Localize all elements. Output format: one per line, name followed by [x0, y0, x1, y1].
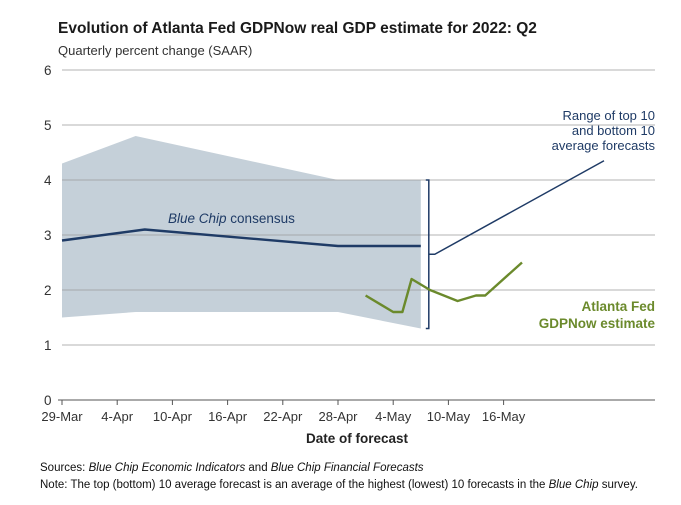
gdpnow-annotation-line-2: GDPNow estimate	[539, 316, 656, 331]
blue-chip-consensus-line	[61, 228, 421, 248]
x-tick-label: 10-May	[427, 409, 471, 424]
gdpnow-annotation-line-1: Atlanta Fed	[581, 299, 655, 314]
note-text-end: survey.	[598, 479, 638, 491]
sources-label: Sources:	[40, 462, 86, 474]
y-tick-label: 2	[44, 283, 52, 298]
range-annotation-line-3: average forecasts	[552, 138, 656, 153]
x-tick-label: 29-Mar	[41, 409, 83, 424]
y-tick-label: 6	[44, 63, 52, 78]
sources-and: and	[245, 462, 271, 474]
chart-subtitle: Quarterly percent change (SAAR)	[58, 43, 253, 58]
y-tick-label: 1	[44, 338, 52, 353]
y-tick-label: 4	[44, 173, 52, 188]
note-text: The top (bottom) 10 average forecast is …	[67, 479, 549, 491]
range-callout-line	[428, 160, 605, 255]
range-annotation-line-2: and bottom 10	[572, 123, 655, 138]
y-tick-label: 5	[44, 118, 52, 133]
range-annotation-line-1: Range of top 10	[562, 108, 655, 123]
x-tick-label: 22-Apr	[263, 409, 303, 424]
sources-source-1: Blue Chip Economic Indicators	[88, 462, 246, 474]
y-tick-label: 0	[44, 393, 52, 408]
sources-line: Sources: Blue Chip Economic Indicators a…	[40, 462, 424, 474]
chart-title: Evolution of Atlanta Fed GDPNow real GDP…	[58, 20, 537, 37]
x-tick-label: 4-May	[375, 409, 412, 424]
x-tick-label: 4-Apr	[101, 409, 133, 424]
blue-chip-italic: Blue Chip	[168, 211, 227, 226]
forecast-range-band	[62, 136, 421, 329]
note-label: Note:	[40, 479, 68, 491]
range-bracket	[425, 179, 430, 330]
x-tick-label: 16-Apr	[208, 409, 248, 424]
x-tick-label: 10-Apr	[153, 409, 193, 424]
x-tick-label: 16-May	[482, 409, 526, 424]
x-axis-title: Date of forecast	[306, 431, 409, 446]
x-tick-label: 28-Apr	[318, 409, 358, 424]
sources-source-2: Blue Chip Financial Forecasts	[270, 462, 424, 474]
gdpnow-estimate-line	[364, 261, 523, 314]
note-italic: Blue Chip	[548, 479, 599, 491]
y-tick-label: 3	[44, 228, 52, 243]
consensus-text: consensus	[227, 211, 296, 226]
blue-chip-consensus-label: Blue Chip consensus	[168, 211, 295, 226]
note-line: Note: The top (bottom) 10 average foreca…	[40, 479, 638, 491]
